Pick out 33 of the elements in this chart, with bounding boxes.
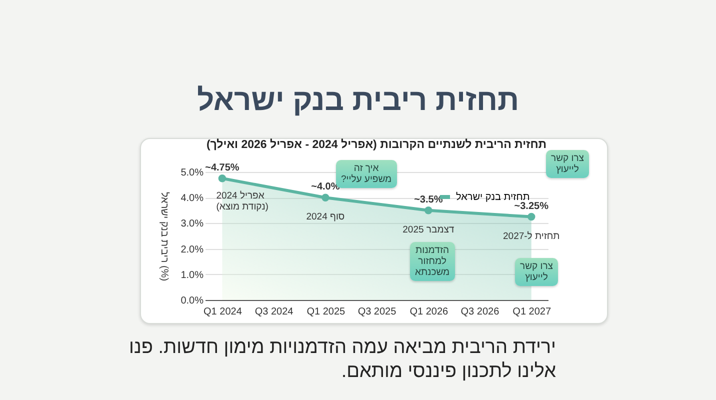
annotation: איך זה משפיע עליי? [341, 163, 392, 185]
chart-title: תחזית ריבית בנק ישראל [196, 84, 520, 118]
x-tick-label: Q1 2024 [204, 306, 242, 318]
y-tick-label: 0.0% [180, 296, 204, 306]
x-tick-label: Q3 2026 [460, 306, 500, 318]
annotation: צרו קשר לייעוץ [515, 258, 558, 286]
y-tick-label: 2.0% [180, 244, 204, 256]
chart-subtitle: תחזית הריבית לשנתיים הקרובות (אפריל 2024 - אפריל 2026 ואילך) [206, 138, 547, 151]
annotation: סוף 2024 [306, 212, 345, 223]
point [424, 206, 432, 214]
y-tick-label: 4.0% [180, 193, 204, 204]
x-tick-label: Q3 2024 [254, 306, 294, 318]
x-tick-label: Q1 2027 [512, 306, 552, 318]
x-tick-label: Q1 2025 [306, 306, 346, 318]
x-tick-label: Q3 2025 [358, 306, 397, 318]
text: צרו קשר לייעוץ [546, 150, 589, 178]
annotation: אפריל 2024 (נקודת מוצא) [216, 190, 268, 212]
legend-label: תחזית בנק ישראל [456, 191, 530, 203]
y-axis-title: ריבית בנק ישראל (%) [158, 192, 170, 282]
point [218, 174, 226, 182]
annotation: דצמבר 2025 [402, 224, 454, 236]
text: ירידת הריבית מביאה עמה הזדמנויות מימון חדשות. פנו אלינו לתכנון פיננסי מותאם. [128, 336, 556, 384]
y-tick-label: 5.0% [180, 168, 204, 178]
y-tick-label: 1.0% [180, 270, 204, 281]
point [322, 194, 330, 202]
annotation: הזדמנות למחזור משכנתא [410, 242, 455, 281]
data-label: ~4.75% [205, 162, 240, 174]
x-tick-label: Q1 2026 [410, 306, 449, 318]
data-label: ~3.5% [414, 194, 443, 206]
point [527, 212, 536, 221]
annotation: תחזית ל-2027 [503, 230, 560, 242]
y-tick-label: 3.0% [180, 218, 204, 230]
data-label: ~3.25% [514, 200, 549, 212]
